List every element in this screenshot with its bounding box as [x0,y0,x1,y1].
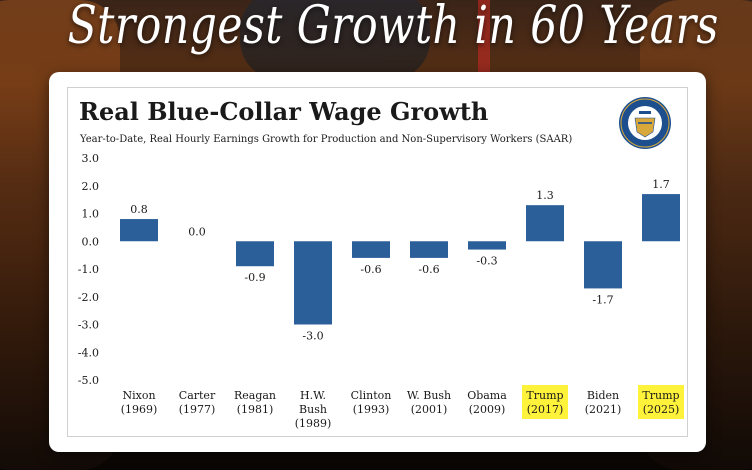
bar [526,205,564,242]
background-tie [478,0,490,80]
y-tick-label: 0.0 [82,235,100,248]
x-tick-label-line: Trump [642,389,679,402]
x-tick-label: Trump (2025) [642,389,679,416]
bar [468,241,506,250]
seal-scales-icon [639,111,651,114]
x-tick-label-line: (2009) [469,403,506,416]
seal-gold-ring [620,98,670,148]
category-highlight [638,385,684,419]
y-axis: 3.0 2.0 1.0 0.0 -1.0 -2.0 -3.0 -4.0 -5.0 [78,152,99,387]
chart-title: Real Blue-Collar Wage Growth [79,97,489,126]
bar [120,219,158,242]
x-tick-label: Trump (2017) [526,389,563,416]
x-tick-label-line: (1993) [353,403,390,416]
treasury-seal-logo [619,97,671,149]
x-tick-label-line: (2025) [643,403,680,416]
x-tick-label-line: Biden [587,389,619,402]
x-tick-label-line: Obama [467,389,507,402]
x-tick-label-line: (2001) [411,403,448,416]
x-tick-label: Clinton (1993) [351,389,392,416]
x-axis-labels: Nixon (1969)Carter (1977)Reagan (1981)H.W. B… [121,389,680,430]
x-tick-label-line: Reagan [234,389,276,402]
x-tick-label-line: Clinton [351,389,392,402]
x-tick-label-line: Nixon [122,389,155,402]
data-label: -0.3 [476,255,497,268]
bar [352,241,390,258]
x-tick-label: Carter (1977) [179,389,216,416]
data-label: 0.8 [130,203,148,216]
data-label: -1.7 [592,293,613,306]
y-tick-label: 1.0 [82,208,100,221]
x-tick-label-line: (1969) [121,403,158,416]
x-tick-label: Obama (2009) [467,389,507,416]
y-tick-label: -1.0 [78,263,99,276]
bar [584,241,622,289]
y-tick-label: 3.0 [82,152,100,165]
category-highlights [522,385,684,419]
x-tick-label: Reagan (1981) [234,389,276,416]
data-labels: 0.8 0.0 -0.9 -3.0 -0.6 -0.6 -0.3 1.3 -1.7 1.7 [130,178,670,342]
y-tick-label: 2.0 [82,180,100,193]
chart-frame [67,87,688,437]
bar [642,194,680,242]
x-tick-label-line: (2017) [527,403,564,416]
x-tick-label-line: (2021) [585,403,622,416]
data-label: 0.0 [188,225,206,238]
x-tick-label: Biden (2021) [585,389,622,416]
data-label: 1.3 [536,189,554,202]
background-figure-center [240,0,430,80]
headline: Strongest Growth in 60 Years [67,0,719,56]
y-tick-label: -5.0 [78,374,99,387]
data-label: -3.0 [302,330,323,343]
y-tick-label: -4.0 [78,346,99,359]
data-label: -0.6 [360,263,381,276]
chart-subtitle: Year-to-Date, Real Hourly Earnings Growt… [80,134,573,145]
x-tick-label: H.W. Bush (1989) [295,389,332,430]
y-tick-label: -2.0 [78,291,99,304]
data-label: 1.7 [652,178,670,191]
x-tick-label: Nixon (1969) [121,389,158,416]
x-tick-label-line: Bush [299,403,327,416]
x-tick-label-line: Trump [526,389,563,402]
data-label: -0.6 [418,263,439,276]
category-highlight [522,385,568,419]
x-tick-label-line: (1989) [295,417,332,430]
y-tick-label: -3.0 [78,319,99,332]
x-tick-label-line: (1977) [179,403,216,416]
x-tick-label-line: H.W. [300,389,326,402]
bar [294,241,332,325]
bar-series [120,194,680,325]
x-tick-label-line: W. Bush [407,389,451,402]
x-tick-label-line: (1981) [237,403,274,416]
bar [236,241,274,267]
bar [410,241,448,258]
x-tick-label-line: Carter [179,389,216,402]
data-label: -0.9 [244,271,265,284]
x-tick-label: W. Bush (2001) [407,389,451,416]
